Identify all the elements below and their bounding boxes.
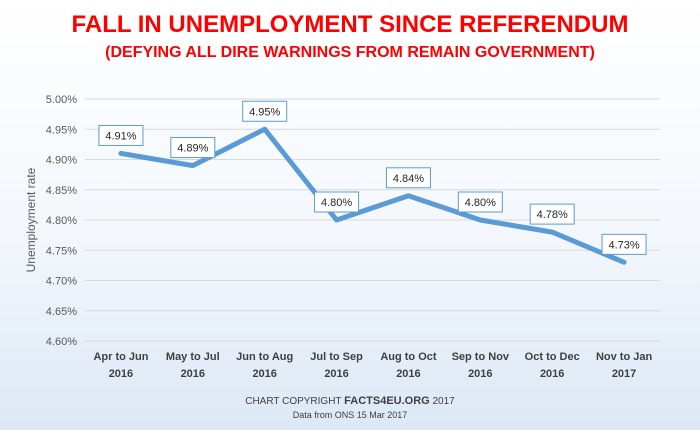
y-tick-label: 4.75% [46,245,77,257]
data-label-text: 4.78% [537,209,568,221]
y-axis-ticks: 4.60% 4.65% 4.70% 4.75% 4.80% 4.85% 4.90% 4.95%… [46,94,77,348]
y-tick-label: 4.80% [46,215,77,227]
data-label-text: 4.95% [249,106,280,118]
y-axis-label: Unemployment rate [24,167,38,272]
data-label: 4.91% [98,124,144,146]
copyright-site: FACTS4EU.ORG [344,395,430,407]
gridlines [85,98,660,342]
data-label: 4.73% [601,233,647,255]
y-tick-label: 4.90% [46,155,77,167]
data-label-box [242,100,288,122]
y-tick-label: 4.60% [46,336,77,348]
x-tick-label: May to Jul 2016 [166,351,220,380]
data-label-text: 4.91% [105,130,136,142]
series-line [118,126,627,265]
x-tick-label: Aug to Oct 2016 [380,351,437,380]
copyright-text: CHART COPYRIGHT FACTS4EU.ORG 2017 [245,395,455,407]
y-tick-label: 4.85% [46,185,77,197]
data-label-box [457,191,503,213]
data-labels: 4.91% 4.89% 4.95% 4.80% 4.84% 4.80% 4.78% 4.73% [98,100,647,255]
data-label-text: 4.73% [608,239,639,251]
data-label: 4.84% [385,167,431,189]
copyright-year: 2017 [430,396,455,407]
x-tick-label: Sep to Nov 2016 [452,351,510,380]
data-label: 4.95% [242,100,288,122]
y-tick-label: 4.70% [46,276,77,288]
data-label-box [314,191,360,213]
copyright-prefix: CHART COPYRIGHT [245,396,344,407]
data-label-box [98,124,144,146]
x-tick-label: Nov to Jan 2017 [596,351,653,380]
data-label: 4.78% [529,203,575,225]
data-label-box [170,137,216,159]
chart-title: FALL IN UNEMPLOYMENT SINCE REFERENDUM [72,11,629,38]
data-label-text: 4.84% [393,173,424,185]
data-label-text: 4.80% [321,197,352,209]
y-tick-label: 5.00% [46,94,77,106]
data-label-box [385,167,431,189]
data-label-text: 4.80% [465,197,496,209]
x-tick-label: Jun to Aug 2016 [236,351,293,380]
data-source-text: Data from ONS 15 Mar 2017 [293,410,408,420]
data-label-box [529,203,575,225]
x-tick-label: Jul to Sep 2016 [310,351,363,380]
data-label: 4.80% [457,191,503,213]
y-tick-label: 4.95% [46,124,77,136]
x-tick-label: Apr to Jun 2016 [93,351,148,380]
y-tick-label: 4.65% [46,306,77,318]
chart-subtitle: (DEFYING ALL DIRE WARNINGS FROM REMAIN G… [105,44,595,61]
data-label-box [601,233,647,255]
data-label: 4.80% [314,191,360,213]
data-label-text: 4.89% [177,143,208,155]
x-axis-ticks: Apr to Jun 2016 May to Jul 2016 Jun to Aug 20… [93,351,652,380]
data-label: 4.89% [170,137,216,159]
x-tick-label: Oct to Dec 2016 [525,351,580,380]
